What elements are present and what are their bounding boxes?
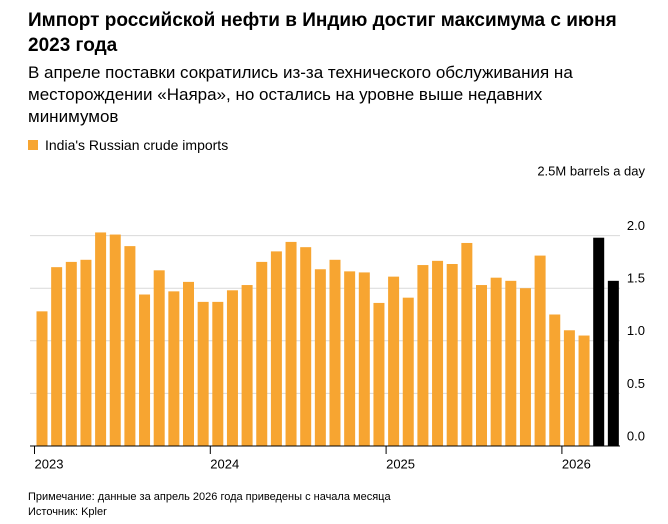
bar	[549, 314, 561, 446]
y-tick-label: 1.0	[627, 323, 645, 338]
bar	[212, 301, 224, 446]
chart-subtitle: В апреле поставки сократились из-за техн…	[28, 63, 573, 126]
bar	[51, 267, 63, 446]
bar	[226, 290, 238, 446]
bar	[534, 255, 546, 446]
bar	[80, 259, 92, 446]
bar	[285, 241, 297, 446]
bar	[505, 280, 517, 446]
bar	[241, 285, 253, 446]
bar	[65, 261, 77, 446]
y-tick-label: 2.0	[627, 218, 645, 233]
bar	[168, 291, 180, 446]
bar	[314, 269, 326, 446]
y-tick-label: 0.5	[627, 376, 645, 391]
bar	[373, 302, 385, 446]
bar	[300, 247, 312, 446]
bar	[95, 232, 107, 446]
y-tick-label: 0.0	[627, 428, 645, 443]
bar	[593, 237, 605, 446]
bar	[417, 265, 429, 446]
notes: Примечание: данные за апрель 2026 года п…	[28, 490, 391, 520]
x-tick-label: 2023	[35, 456, 64, 471]
bar	[197, 301, 209, 446]
legend: India's Russian crude imports	[28, 137, 228, 153]
bar	[139, 294, 151, 446]
bar	[519, 288, 531, 446]
bar	[344, 271, 356, 446]
bar	[490, 277, 502, 446]
bar	[446, 264, 458, 446]
x-tick-label: 2026	[562, 456, 591, 471]
bar	[183, 281, 194, 446]
bar	[432, 260, 444, 446]
chart-title: Импорт российской нефти в Индию достиг м…	[28, 10, 617, 56]
bar	[256, 261, 268, 446]
bar	[153, 270, 165, 446]
note: Примечание: данные за апрель 2026 года п…	[28, 491, 391, 503]
bar	[563, 330, 575, 446]
x-tick-label: 2025	[386, 456, 415, 471]
bar	[270, 251, 282, 446]
bar	[109, 234, 121, 446]
legend-swatch	[28, 140, 38, 150]
bar	[124, 246, 136, 446]
y-tick-label: 1.5	[627, 271, 645, 286]
source: Источник: Kpler	[28, 506, 107, 518]
bar	[476, 285, 487, 446]
bar	[329, 259, 341, 446]
bar	[461, 242, 473, 446]
legend-label: India's Russian crude imports	[45, 137, 229, 153]
bar	[578, 335, 590, 446]
bar	[402, 297, 414, 446]
bar	[388, 276, 400, 446]
x-tick-label: 2024	[210, 456, 239, 471]
bar	[607, 280, 619, 446]
bar	[358, 272, 370, 446]
y-tick-label: 2.5M barrels a day	[537, 163, 645, 178]
bar	[36, 311, 48, 446]
